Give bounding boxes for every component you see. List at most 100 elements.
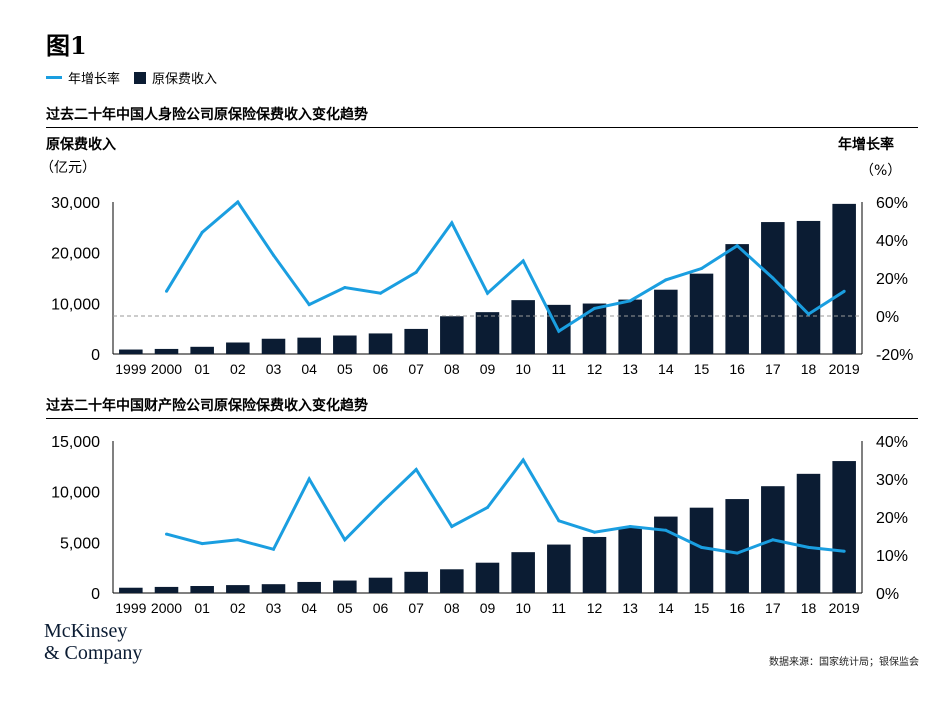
chart1-right-tick-label: 20% bbox=[876, 271, 908, 288]
chart2-right-tick-label: 30% bbox=[876, 472, 908, 489]
chart2-bar bbox=[475, 562, 500, 593]
chart2-bar bbox=[582, 536, 607, 593]
chart1-growth-point bbox=[450, 221, 454, 225]
chart1-category-label: 04 bbox=[301, 361, 317, 377]
chart1-category-label: 13 bbox=[622, 361, 638, 377]
chart2-category-label: 1999 bbox=[115, 600, 146, 616]
chart1-bar bbox=[119, 349, 143, 354]
chart2-growth-point bbox=[450, 525, 454, 528]
chart2-right-tick-label: 20% bbox=[876, 510, 908, 527]
chart2-category-label: 12 bbox=[587, 600, 603, 616]
chart1-growth-point bbox=[414, 270, 418, 274]
chart1-growth-point bbox=[521, 259, 525, 263]
chart1-growth-point bbox=[842, 289, 846, 293]
chart2-bar bbox=[368, 577, 393, 593]
chart1-bar bbox=[832, 203, 856, 354]
chart2-left-tick-label: 0 bbox=[91, 586, 100, 603]
chart2-left-tick-label: 5,000 bbox=[60, 535, 100, 552]
chart2-growth-point bbox=[486, 506, 489, 509]
chart2-bar bbox=[226, 585, 250, 593]
chart2-category-label: 2019 bbox=[829, 600, 860, 616]
chart1-left-axis-title: 原保费收入 bbox=[46, 137, 116, 153]
chart1-category-label: 17 bbox=[765, 361, 781, 377]
mckinsey-logo: McKinsey & Company bbox=[44, 620, 142, 664]
chart2-left-tick-label: 15,000 bbox=[51, 434, 100, 451]
legend-line-swatch bbox=[46, 76, 62, 79]
chart2-category-label: 14 bbox=[658, 600, 674, 616]
chart2-title-rule bbox=[46, 418, 918, 419]
chart1-bar bbox=[761, 222, 785, 354]
chart1-category-label: 03 bbox=[266, 361, 282, 377]
chart1-right-tick-label: 40% bbox=[876, 233, 908, 250]
chart2-category-label: 01 bbox=[194, 600, 210, 616]
chart1-growth-point bbox=[557, 329, 561, 333]
chart1-category-label: 14 bbox=[658, 361, 674, 377]
chart2-growth-point bbox=[307, 477, 311, 481]
logo-line-1: McKinsey bbox=[44, 620, 128, 642]
chart1-left-axis-unit: （亿元） bbox=[40, 160, 96, 176]
chart2-bar bbox=[190, 586, 214, 593]
chart1-bar bbox=[689, 273, 714, 354]
chart2-bar bbox=[618, 527, 642, 593]
chart2-bar bbox=[333, 580, 357, 593]
chart1-left-tick-label: 10,000 bbox=[51, 296, 100, 313]
chart1-bar bbox=[511, 300, 535, 354]
chart2-growth-point bbox=[807, 545, 810, 549]
chart1-growth-point bbox=[771, 276, 775, 280]
chart1-category-label: 2000 bbox=[151, 361, 182, 377]
chart2-growth-point bbox=[842, 549, 846, 553]
chart2-growth-point bbox=[521, 458, 525, 462]
chart2-growth-point bbox=[700, 545, 703, 549]
chart2-bar bbox=[261, 584, 286, 593]
chart1-category-label: 01 bbox=[194, 361, 210, 377]
chart1-category-label: 18 bbox=[801, 361, 817, 377]
chart1-growth-point bbox=[807, 312, 810, 316]
chart1-category-label: 10 bbox=[515, 361, 531, 377]
chart2-growth-point bbox=[165, 532, 168, 536]
chart1-bar bbox=[404, 328, 428, 354]
chart1-growth-point bbox=[735, 244, 739, 248]
chart1-category-label: 07 bbox=[408, 361, 424, 377]
chart1-growth-point bbox=[593, 306, 596, 310]
chart1-growth-point bbox=[628, 299, 632, 303]
chart1-growth-point bbox=[165, 289, 168, 293]
chart2-growth-point bbox=[379, 502, 382, 506]
chart2-category-label: 13 bbox=[622, 600, 638, 616]
chart2-bar bbox=[119, 587, 143, 593]
chart1-category-label: 09 bbox=[480, 361, 496, 377]
chart1-growth-point bbox=[379, 291, 382, 295]
chart1-bar bbox=[796, 220, 821, 354]
chart2-right-tick-label: 10% bbox=[876, 548, 908, 565]
chart2-category-label: 17 bbox=[765, 600, 781, 616]
chart2-title: 过去二十年中国财产险公司原保险保费收入变化趋势 bbox=[46, 398, 368, 414]
chart1-category-label: 05 bbox=[337, 361, 353, 377]
chart2-right-tick-label: 40% bbox=[876, 434, 908, 451]
chart1-bar bbox=[261, 338, 286, 354]
chart1-growth-point bbox=[200, 230, 204, 234]
chart2-category-label: 07 bbox=[408, 600, 424, 616]
legend-premium-label: 原保费收入 bbox=[152, 72, 218, 87]
chart1-left-tick-label: 20,000 bbox=[51, 246, 100, 263]
chart1-growth-point bbox=[700, 267, 703, 270]
chart1-bar bbox=[226, 342, 250, 354]
chart2-category-label: 05 bbox=[337, 600, 353, 616]
chart2-growth-point bbox=[343, 538, 347, 542]
chart1-category-label: 08 bbox=[444, 361, 460, 377]
chart1-growth-line bbox=[165, 199, 846, 334]
chart2-category-label: 03 bbox=[266, 600, 282, 616]
chart1-category-label: 15 bbox=[694, 361, 710, 377]
chart2-bar bbox=[547, 544, 571, 593]
chart2-bar bbox=[511, 552, 535, 593]
chart1-category-label: 02 bbox=[230, 361, 246, 377]
chart1-bar bbox=[725, 244, 749, 354]
chart2-growth-point bbox=[236, 538, 240, 542]
chart1-growth-point bbox=[272, 253, 275, 257]
chart1-title-rule bbox=[46, 127, 918, 128]
chart2-category-label: 2000 bbox=[151, 600, 182, 616]
chart2-category-label: 11 bbox=[552, 600, 567, 616]
chart2-bar bbox=[154, 586, 179, 593]
chart1-left-tick-label: 30,000 bbox=[51, 195, 100, 212]
chart2-category-label: 15 bbox=[694, 600, 710, 616]
chart2-category-label: 09 bbox=[480, 600, 496, 616]
legend: 年增长率 原保费收入 bbox=[46, 68, 231, 87]
